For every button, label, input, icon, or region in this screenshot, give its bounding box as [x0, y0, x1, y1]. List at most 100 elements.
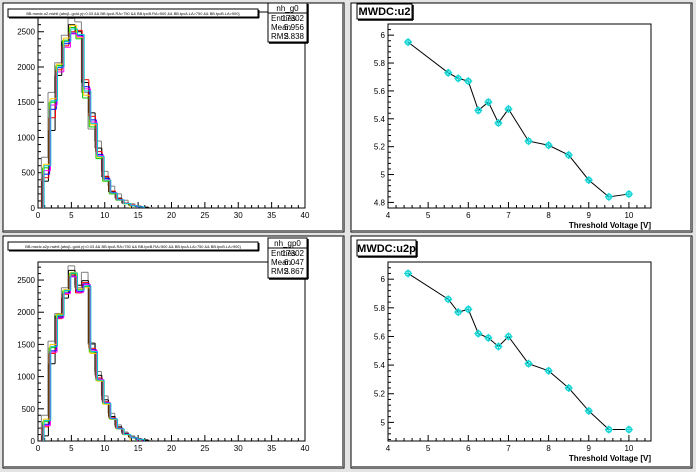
y-tick-label: 4.8 — [374, 198, 386, 207]
x-tick-label: 10 — [100, 444, 109, 453]
x-tick-label: 7 — [506, 211, 511, 220]
y-tick-label: 1000 — [17, 373, 35, 382]
title-box — [356, 239, 417, 257]
stats-value: 2.867 — [284, 267, 305, 276]
panel-bottom-right: 4 5 6 7 8 9 10 5 5.2 5.4 5.6 5.8 6 Threshold Voltage … — [350, 235, 693, 469]
x-tick-label: 25 — [200, 444, 209, 453]
data-point — [524, 137, 533, 146]
data-point — [464, 77, 473, 86]
chart-title: MWDC:u2 — [359, 6, 411, 18]
y-tick-label: 5.6 — [374, 332, 386, 341]
y-tick-label: 5.4 — [374, 115, 386, 124]
stats-label: Entries — [271, 14, 296, 23]
x-tick-label: 10 — [100, 211, 109, 220]
x-tick-label: 4 — [386, 444, 391, 453]
y-tick-label: 6 — [381, 31, 386, 40]
y-tick-label: 0 — [31, 437, 36, 446]
stats-title: nh_g0 — [276, 4, 299, 13]
data-point — [544, 141, 553, 150]
stats-label: RMS — [271, 267, 289, 276]
y-tick-label: 5 — [381, 418, 386, 427]
x-tick-label: 10 — [624, 444, 633, 453]
data-point — [584, 406, 593, 415]
title-box — [7, 241, 259, 251]
x-tick-label: 0 — [36, 211, 41, 220]
x-tick-label: 20 — [167, 444, 176, 453]
x-tick-label: 15 — [134, 211, 143, 220]
x-tick-label: 5 — [69, 211, 74, 220]
y-tick-label: 1000 — [17, 133, 35, 142]
stats-label: Mean — [271, 258, 291, 267]
panel-bottom-left: 0 5 10 15 20 25 30 35 40 0 500 1000 1500 2000 2500 BB.m… — [2, 235, 345, 469]
y-tick-label: 6 — [381, 275, 386, 284]
data-point — [504, 332, 513, 341]
stats-value: 5.956 — [284, 23, 305, 32]
x-tick-label: 5 — [69, 444, 74, 453]
data-point — [404, 269, 413, 278]
data-point — [494, 342, 503, 351]
data-point — [564, 384, 573, 393]
x-tick-label: 30 — [234, 211, 243, 220]
x-tick-label: 7 — [506, 444, 511, 453]
y-tick-label: 5 — [381, 171, 386, 180]
title-box — [7, 8, 259, 18]
y-tick-label: 1500 — [17, 98, 35, 107]
x-tick-label: 0 — [36, 444, 41, 453]
data-point — [524, 359, 533, 368]
data-point — [544, 366, 553, 375]
x-tick-label: 4 — [386, 211, 391, 220]
data-point — [584, 176, 593, 185]
y-tick-label: 2500 — [17, 276, 35, 285]
y-tick-label: 5.2 — [374, 390, 386, 399]
stats-box — [267, 237, 308, 279]
plot-title: BB.mwdc.u2.nwhit {abs(L.gold.y)<0.03 && … — [26, 11, 240, 16]
data-point — [494, 118, 503, 127]
x-tick-label: 25 — [200, 211, 209, 220]
y-tick-label: 1500 — [17, 340, 35, 349]
data-point — [444, 295, 453, 304]
data-point — [564, 151, 573, 160]
data-point — [624, 190, 633, 199]
histogram-series-7 — [43, 28, 145, 208]
x-tick-label: 6 — [466, 211, 471, 220]
x-tick-label: 8 — [546, 444, 551, 453]
stats-title: nh_gp0 — [274, 239, 301, 248]
x-tick-label: 15 — [134, 444, 143, 453]
y-tick-label: 5.6 — [374, 87, 386, 96]
y-tick-label: 500 — [22, 169, 36, 178]
data-point — [604, 192, 613, 201]
stats-value: 6.047 — [284, 258, 305, 267]
y-tick-label: 2000 — [17, 63, 35, 72]
data-point — [504, 105, 513, 114]
x-axis-label: Threshold Voltage [V] — [569, 221, 651, 230]
x-tick-label: 9 — [587, 444, 592, 453]
data-point — [454, 308, 463, 317]
data-point — [474, 329, 483, 338]
x-tick-label: 40 — [301, 444, 310, 453]
x-tick-label: 20 — [167, 211, 176, 220]
data-point — [484, 333, 493, 342]
stats-label: Mean — [271, 23, 291, 32]
data-point — [604, 425, 613, 434]
x-tick-label: 8 — [546, 211, 551, 220]
plot-area — [37, 11, 306, 209]
stats-value: 17302 — [282, 249, 305, 258]
stats-value: 2.838 — [284, 32, 305, 41]
plot-title: BB.mwdc.u2p.nwhit {abs(L.gold.y)<0.03 &&… — [25, 244, 241, 249]
data-point — [464, 305, 473, 314]
x-tick-label: 5 — [426, 211, 431, 220]
data-point — [444, 68, 453, 77]
panel-top-right: 4 5 6 7 8 9 10 4.8 5 5.2 5.4 5.6 5.8 6 Threshold Volta… — [350, 2, 693, 233]
data-point — [484, 98, 493, 107]
x-tick-label: 6 — [466, 444, 471, 453]
panel-top-left: 0 5 10 15 20 25 30 35 40 0 500 1000 1500 2000 2500 BB.m… — [2, 2, 345, 233]
stats-box — [267, 2, 308, 43]
plot-area — [387, 23, 652, 209]
x-tick-label: 10 — [624, 211, 633, 220]
x-tick-label: 35 — [267, 444, 276, 453]
stats-label: RMS — [271, 32, 289, 41]
data-point — [404, 38, 413, 47]
chart-title: MWDC:u2p — [357, 243, 416, 255]
stats-value: 17302 — [282, 14, 305, 23]
